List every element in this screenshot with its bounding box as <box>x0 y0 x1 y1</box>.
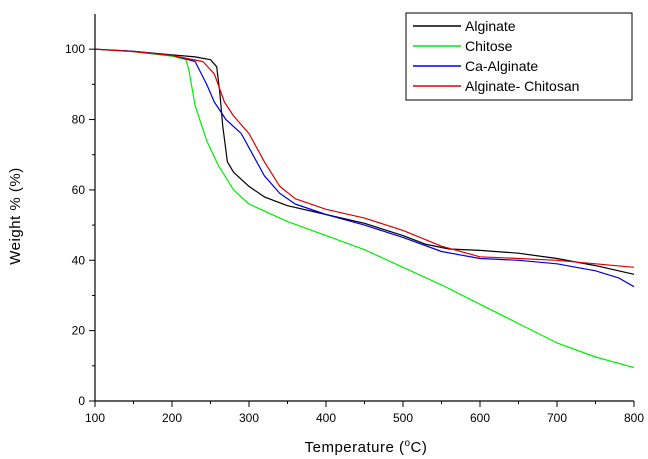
series-line-1 <box>94 48 635 369</box>
x-tick-label: 300 <box>239 411 259 425</box>
x-axis-title-degree: o <box>404 438 410 449</box>
x-tick-label: 200 <box>162 411 182 425</box>
x-tick-label: 100 <box>85 411 105 425</box>
y-tick-label: 20 <box>72 324 86 338</box>
series-line-2 <box>94 48 635 288</box>
series-line-3 <box>94 48 635 268</box>
y-tick-label: 80 <box>72 113 86 127</box>
legend-label-0: Alginate <box>465 18 516 34</box>
x-axis-title-main: Temperature ( <box>305 439 405 456</box>
y-tick-label: 100 <box>65 42 85 56</box>
legend-label-1: Chitose <box>465 38 513 54</box>
x-tick-label: 400 <box>316 411 336 425</box>
x-axis-title: Temperature (oC) <box>305 438 428 456</box>
x-tick-label: 600 <box>470 411 490 425</box>
legend-label-3: Alginate- Chitosan <box>465 78 579 94</box>
plot-lines <box>94 48 635 369</box>
x-axis-title-unit: C) <box>411 439 428 456</box>
y-tick-label: 40 <box>72 253 86 267</box>
y-tick-label: 0 <box>78 394 85 408</box>
y-axis-title: Weight % (%) <box>7 167 24 264</box>
series-line-0 <box>94 48 635 275</box>
x-tick-label: 700 <box>547 411 567 425</box>
legend-label-2: Ca-Alginate <box>465 58 538 74</box>
x-tick-label: 500 <box>393 411 413 425</box>
y-axis-ticks: 0 20 40 60 80 100 <box>65 42 95 408</box>
legend: Alginate Chitose Ca-Alginate Alginate- Chit… <box>405 12 633 101</box>
x-tick-label: 800 <box>624 411 644 425</box>
y-tick-label: 60 <box>72 183 86 197</box>
x-axis-ticks: 100 200 300 400 500 600 700 800 <box>85 401 644 425</box>
